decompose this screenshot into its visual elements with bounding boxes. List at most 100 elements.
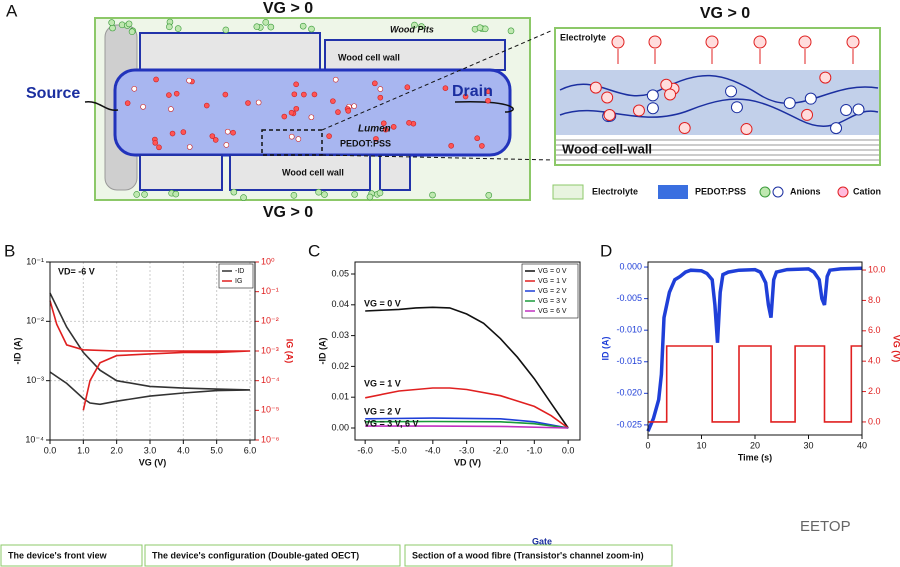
caption-box: [0, 544, 143, 567]
x-tick-label: 40: [857, 440, 867, 450]
y-tick-label: 10⁻⁴: [25, 434, 44, 444]
ion: [308, 25, 315, 33]
series-line: [365, 417, 569, 429]
cation: [846, 35, 860, 49]
ion: [288, 109, 295, 116]
series-line: [646, 266, 863, 432]
legend-label: VG = 6 V: [538, 308, 567, 315]
ion: [230, 129, 236, 136]
legend-swatch: [658, 185, 688, 199]
ion: [442, 85, 449, 91]
ion: [281, 113, 288, 120]
caption-box: [404, 544, 673, 567]
legend-label: VG = 0 V: [538, 268, 567, 275]
y-axis-label: ID (A): [600, 337, 610, 361]
y-tick-label: 10⁻²: [261, 316, 279, 326]
ion: [308, 114, 315, 121]
ion: [245, 100, 251, 106]
y-tick-label: -0.010: [616, 325, 642, 335]
panel-label: A: [6, 1, 18, 20]
ion: [330, 98, 336, 104]
y-tick-label: 6.0: [868, 325, 881, 335]
cation-icon: [837, 186, 849, 198]
ion: [332, 76, 339, 83]
ions: [589, 35, 865, 136]
y-tick-label: 0.0: [868, 416, 881, 426]
ion: [852, 103, 865, 116]
ion: [351, 191, 358, 198]
ion: [485, 88, 491, 95]
ion: [740, 123, 753, 136]
ion: [783, 97, 796, 110]
lumen: [113, 68, 512, 157]
ion: [345, 108, 352, 114]
annotation: VD= -6 V: [58, 266, 95, 276]
ion: [288, 133, 295, 140]
ion: [267, 23, 275, 31]
caption: The device's configuration (Double-gated…: [152, 550, 359, 560]
wall: [324, 39, 506, 71]
ion: [377, 86, 384, 92]
ion: [128, 28, 136, 36]
x-tick-label: -5.0: [391, 445, 407, 455]
wall: [229, 154, 371, 191]
ion: [168, 106, 174, 112]
ion: [448, 142, 454, 149]
ion: [462, 93, 469, 100]
ion: [230, 188, 238, 196]
y-tick-label: 10⁻¹: [261, 286, 279, 296]
series-line: [365, 420, 569, 429]
y-tick-label: 2.0: [868, 386, 881, 396]
pedot-label: PEDOT:PSS: [340, 138, 391, 148]
ion: [801, 108, 814, 121]
plot-frame: [49, 261, 256, 441]
ion: [603, 108, 616, 121]
gate-label: VG > 0: [263, 204, 313, 221]
wall-label: Wood cell wall: [338, 52, 400, 62]
x-tick-label: 3.0: [144, 445, 157, 455]
ion: [321, 191, 328, 198]
ion: [406, 120, 412, 126]
ion: [411, 21, 418, 29]
ion: [180, 129, 187, 135]
ion: [240, 194, 247, 201]
ion: [124, 100, 131, 106]
ion: [646, 102, 659, 115]
zoom-box: [261, 129, 323, 156]
ion: [166, 23, 173, 31]
ion: [646, 89, 659, 102]
ion: [255, 99, 262, 106]
y-tick-label: 0.03: [331, 330, 349, 340]
ion: [730, 101, 743, 114]
y-tick-label: 0.02: [331, 361, 349, 371]
ion: [223, 142, 230, 148]
ion: [131, 86, 138, 92]
ion: [366, 193, 374, 201]
series-line: [365, 425, 569, 429]
ion: [293, 81, 299, 88]
wall: [139, 154, 223, 191]
ion: [429, 191, 436, 199]
ion: [382, 126, 389, 133]
ion: [295, 136, 302, 142]
ion: [174, 25, 182, 32]
ion: [212, 137, 219, 143]
ion: [293, 105, 300, 112]
watermark: EETOP: [800, 518, 851, 535]
y-tick-label: 10⁻¹: [26, 256, 44, 266]
x-tick-label: -6.0: [357, 445, 373, 455]
ion: [156, 144, 162, 151]
y-tick-label: 4.0: [868, 356, 881, 366]
plot-frame: [354, 261, 581, 441]
ion: [840, 104, 853, 117]
ion: [140, 104, 146, 110]
electrolyte-label: Electrolyte: [560, 32, 606, 42]
x-tick-label: 5.0: [210, 445, 223, 455]
annotation: VG = 0 V: [364, 298, 401, 308]
anion-icon: [759, 186, 771, 198]
ion: [186, 77, 192, 84]
source-label: Source: [26, 85, 80, 102]
plot-frame: [647, 261, 863, 436]
x-axis-label: VG (V): [139, 457, 167, 467]
ion: [109, 24, 116, 32]
